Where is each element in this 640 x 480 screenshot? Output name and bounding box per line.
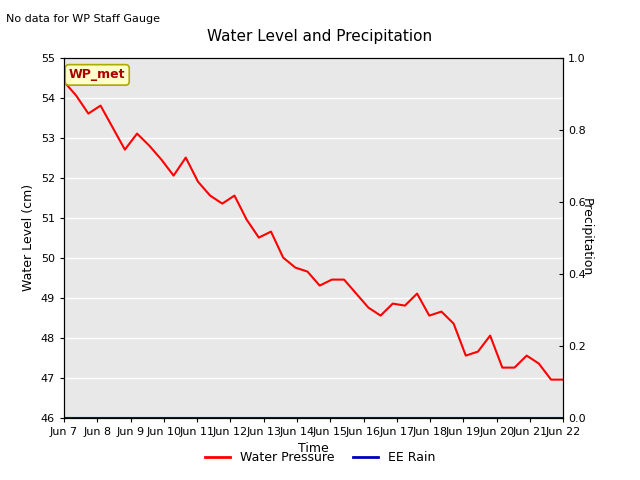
Y-axis label: Precipitation: Precipitation <box>580 198 593 277</box>
Legend: Water Pressure, EE Rain: Water Pressure, EE Rain <box>200 446 440 469</box>
Y-axis label: Water Level (cm): Water Level (cm) <box>22 184 35 291</box>
X-axis label: Time: Time <box>298 442 329 455</box>
Text: No data for WP Staff Gauge: No data for WP Staff Gauge <box>6 14 161 24</box>
Text: WP_met: WP_met <box>69 68 125 82</box>
Text: Water Level and Precipitation: Water Level and Precipitation <box>207 29 433 44</box>
